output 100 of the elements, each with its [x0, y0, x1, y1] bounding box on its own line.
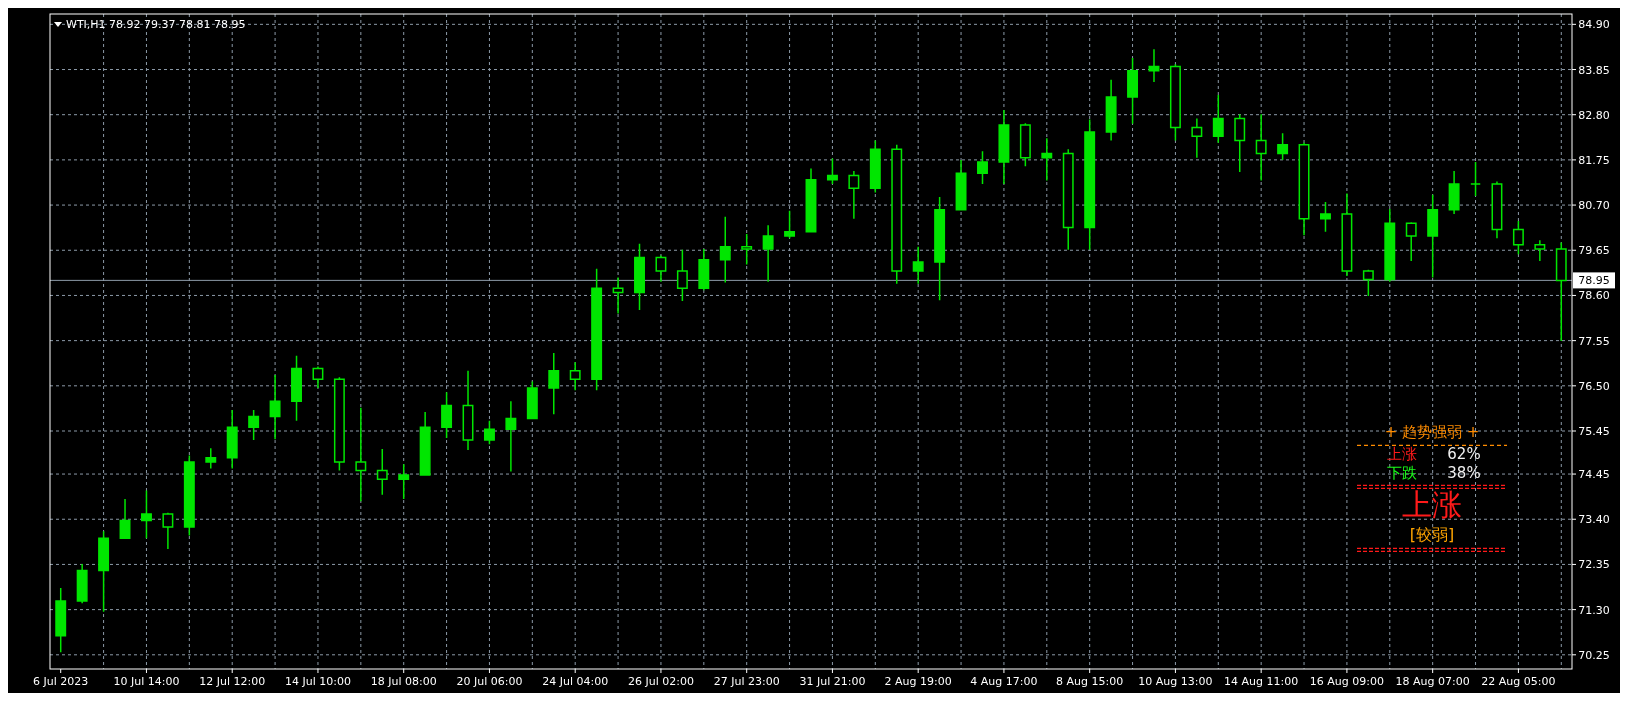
candlestick	[1362, 268, 1374, 297]
x-tick-label: 22 Aug 05:00	[1481, 675, 1556, 688]
candlestick	[869, 139, 881, 194]
candlestick	[1234, 113, 1246, 173]
candlestick	[698, 248, 710, 292]
candlestick	[1041, 137, 1053, 182]
candlestick	[1169, 63, 1181, 142]
candlestick	[1062, 148, 1074, 251]
candlestick	[312, 365, 324, 389]
x-tick-label: 18 Aug 07:00	[1395, 675, 1470, 688]
y-tick-label: 76.50	[1578, 379, 1610, 393]
candlestick	[98, 530, 110, 613]
candlestick	[1084, 118, 1096, 251]
candlestick	[55, 587, 67, 653]
candlestick	[398, 463, 410, 500]
y-tick-label: 71.30	[1578, 603, 1610, 617]
candlestick	[548, 352, 560, 415]
candlestick	[1534, 239, 1546, 262]
y-tick-label: 83.85	[1578, 63, 1610, 77]
candlestick	[141, 489, 152, 539]
candlestick	[826, 157, 838, 185]
candlestick	[1212, 94, 1224, 144]
candlestick	[1320, 201, 1331, 233]
candlestick	[183, 454, 195, 537]
candlestick	[291, 354, 302, 422]
x-tick-label: 18 Jul 08:00	[370, 675, 437, 688]
candlestick	[1298, 141, 1310, 236]
y-tick-label: 72.35	[1578, 558, 1610, 572]
y-tick-label: 70.25	[1578, 648, 1610, 662]
candlestick	[441, 391, 453, 439]
candlestick	[912, 246, 924, 285]
annotation: [较弱]	[1409, 525, 1455, 545]
candlestick	[1277, 132, 1289, 161]
candlestick	[376, 448, 388, 496]
candlestick	[205, 447, 217, 470]
candlestick	[1148, 48, 1160, 83]
y-tick-label: 82.80	[1578, 108, 1610, 122]
y-tick-label: 80.70	[1578, 199, 1610, 213]
candlestick	[784, 209, 796, 239]
candlestick	[483, 419, 495, 446]
candlestick	[355, 407, 367, 502]
candlestick	[569, 361, 581, 391]
x-tick-label: 24 Jul 04:00	[542, 675, 609, 688]
chart-title: WTI,H1 78.92 79.37 78.81 78.95	[66, 18, 246, 31]
x-tick-label: 10 Jul 14:00	[113, 675, 180, 688]
candlestick	[1555, 241, 1567, 342]
candlestick	[1105, 79, 1117, 142]
candlestick	[1191, 117, 1203, 159]
y-tick-label: 81.75	[1578, 153, 1610, 167]
candlestick	[269, 374, 281, 440]
y-tick-label: 77.55	[1578, 334, 1610, 348]
annotation: + 趋势强弱 +	[1384, 423, 1480, 442]
y-tick-label: 79.65	[1578, 244, 1610, 258]
x-tick-label: 26 Jul 02:00	[627, 675, 694, 688]
x-tick-label: 2 Aug 19:00	[884, 675, 952, 688]
candlestick	[119, 498, 131, 539]
candlestick	[762, 224, 774, 283]
candlestick	[634, 243, 645, 311]
candlestick	[1384, 208, 1396, 283]
candlestick	[419, 411, 431, 476]
y-tick-label: 73.40	[1578, 513, 1610, 527]
x-tick-label: 14 Jul 10:00	[284, 675, 351, 688]
candlestick	[162, 512, 174, 550]
x-tick-label: 16 Aug 09:00	[1309, 675, 1384, 688]
candlestick	[1448, 170, 1460, 215]
candlestick	[591, 268, 603, 391]
candlestick	[1019, 122, 1031, 168]
candlestick	[1512, 220, 1524, 255]
x-tick-label: 20 Jul 06:00	[456, 675, 523, 688]
annotation: 上涨	[1387, 445, 1417, 464]
x-tick-label: 27 Jul 23:00	[713, 675, 780, 688]
candlestick	[676, 249, 688, 302]
annotation: 上涨	[1402, 487, 1462, 523]
candlestick	[76, 563, 88, 604]
y-tick-label: 75.45	[1578, 425, 1610, 439]
x-tick-label: 12 Jul 12:00	[199, 675, 266, 688]
candlestick	[612, 276, 624, 315]
candlestick	[1470, 161, 1481, 197]
ref-line-label: 78.95	[1578, 274, 1610, 288]
candlestick	[505, 400, 517, 473]
candlestick	[1405, 221, 1417, 262]
candlestick	[848, 170, 860, 220]
annotation: 下跌	[1387, 464, 1417, 483]
y-tick-label: 74.45	[1578, 468, 1610, 482]
y-tick-label: 78.60	[1578, 289, 1610, 303]
x-tick-label: 31 Jul 21:00	[799, 675, 866, 688]
candlestick	[977, 150, 988, 185]
candlestick	[955, 159, 967, 211]
candlestick	[248, 409, 260, 441]
x-tick-label: 14 Aug 11:00	[1224, 675, 1299, 688]
candlestick	[1341, 192, 1353, 277]
candlestick	[741, 233, 753, 266]
x-tick-label: 8 Aug 15:00	[1056, 675, 1124, 688]
candlestick	[333, 376, 345, 472]
candlestick	[462, 370, 474, 451]
candlestick	[934, 196, 946, 301]
candlestick	[1255, 113, 1267, 182]
x-tick-label: 6 Jul 2023	[33, 675, 89, 688]
candlestick	[655, 254, 667, 283]
candlestick	[891, 144, 903, 285]
